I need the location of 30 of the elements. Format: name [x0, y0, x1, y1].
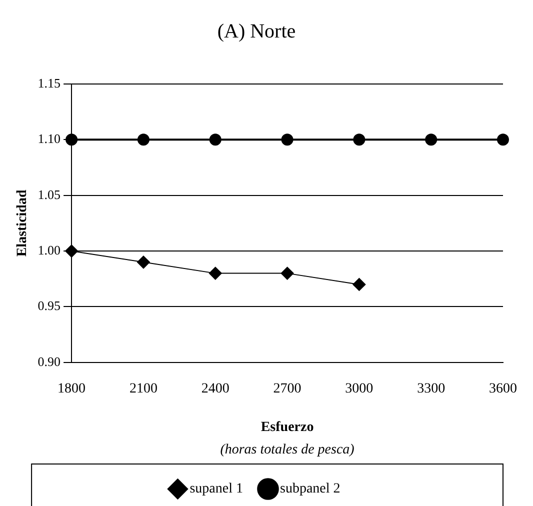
point	[280, 266, 294, 280]
x-tick-label: 2100	[129, 381, 158, 396]
y-tick-label: 0.95	[38, 298, 61, 314]
y-tick-label: 1.10	[38, 131, 61, 146]
point	[497, 134, 509, 146]
legend-label: supanel 1	[190, 482, 243, 497]
chart-title: (A) Norte	[217, 20, 296, 42]
y-tick-label: 1.00	[38, 242, 61, 258]
legend-label: subpanel 2	[280, 482, 340, 497]
text: (horas totales de pesca)	[220, 442, 355, 458]
y-tick-label: 0.90	[38, 354, 61, 369]
x-tick-label: 2700	[273, 381, 302, 396]
point	[425, 134, 438, 146]
y-tick-label: 1.15	[38, 75, 61, 90]
point	[66, 134, 78, 146]
x-axis-title: Esfuerzo	[260, 420, 314, 436]
point	[208, 266, 222, 280]
point	[136, 256, 150, 269]
point	[209, 134, 222, 146]
x-tick-label: 3600	[489, 381, 517, 396]
x-tick-label: 3300	[417, 381, 446, 396]
x-tick-label: 3000	[345, 381, 374, 396]
point	[137, 134, 150, 146]
y-axis-title: Elasticidad	[15, 190, 30, 257]
point	[353, 134, 366, 146]
x-tick-label: 2400	[201, 381, 230, 396]
point	[352, 278, 366, 291]
y-tick-label: 1.05	[38, 186, 61, 202]
x-tick-label: 1800	[58, 381, 86, 396]
point	[281, 134, 294, 146]
